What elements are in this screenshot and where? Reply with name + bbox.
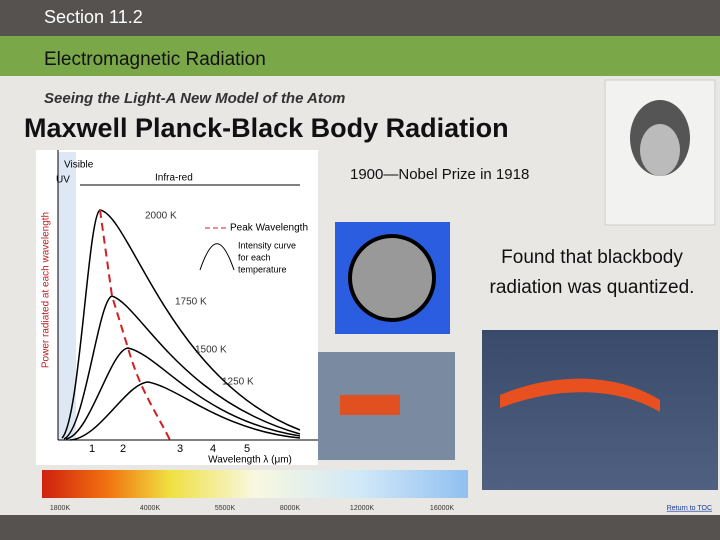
- spectrum-label: 4000K: [140, 505, 161, 512]
- curve-2000: [61, 209, 301, 439]
- curve-1500: [65, 347, 301, 440]
- portrait-face-light: [640, 124, 680, 176]
- spectrum-label: 8000K: [280, 505, 301, 512]
- spectrum-label: 1800K: [50, 505, 71, 512]
- bottom-bar: [0, 515, 720, 540]
- x-label: Wavelength λ (μm): [208, 455, 292, 466]
- body-text: radiation was quantized.: [490, 277, 695, 298]
- spectrum-labels: 1800K 4000K 5500K 8000K 12000K 16000K: [50, 505, 455, 512]
- peak-legend: Peak Wavelength: [230, 223, 308, 234]
- forge-photo: [482, 330, 718, 490]
- curve-label: 1750 K: [175, 297, 207, 308]
- x-tick-label: 5: [244, 443, 250, 455]
- y-label: Power radiated at each wavelength: [41, 212, 52, 368]
- forge-hot-metal: [500, 378, 660, 412]
- curve-legend: for each: [238, 252, 271, 262]
- curve-legend: Intensity curve: [238, 240, 296, 250]
- subtitle: Seeing the Light-A New Model of the Atom: [44, 90, 345, 107]
- curve-legend-icon: [199, 243, 235, 271]
- chapter: Electromagnetic Radiation: [44, 49, 266, 70]
- x-tick-label: 4: [210, 443, 216, 455]
- section: Section 11.2: [44, 7, 143, 27]
- curve-1250: [69, 381, 301, 441]
- spectrum-label: 16000K: [430, 505, 454, 512]
- peak-line: [99, 209, 171, 441]
- nobel: 1900—Nobel Prize in 1918: [350, 166, 529, 183]
- infrared-label: Infra-red: [155, 173, 193, 184]
- spectrum-label: 12000K: [350, 505, 374, 512]
- green-bar: [0, 36, 720, 76]
- x-tick-label: 1: [89, 443, 95, 455]
- curve-legend: temperature: [238, 264, 287, 274]
- title: Maxwell Planck-Black Body Radiation: [24, 113, 509, 143]
- body-text: Found that blackbody: [501, 247, 683, 268]
- plot-area: [36, 150, 318, 465]
- blacksmith-hot-metal: [340, 395, 400, 415]
- blackbody-cavity: [348, 234, 436, 322]
- spectrum-bar: [42, 470, 468, 498]
- spectrum-label: 5500K: [215, 505, 236, 512]
- curve-label: 1500 K: [195, 345, 227, 356]
- top-bar: [0, 0, 720, 36]
- uv-label: UV: [56, 175, 70, 186]
- curve-label: 1250 K: [222, 377, 254, 388]
- x-tick-label: 2: [120, 443, 126, 455]
- return-link[interactable]: Return to TOC: [667, 505, 712, 512]
- x-tick-label: 3: [177, 443, 183, 455]
- curve-label: 2000 K: [145, 211, 177, 222]
- curve-1750: [63, 295, 301, 440]
- visible-band: [58, 152, 76, 440]
- visible-label: Visible: [64, 160, 94, 171]
